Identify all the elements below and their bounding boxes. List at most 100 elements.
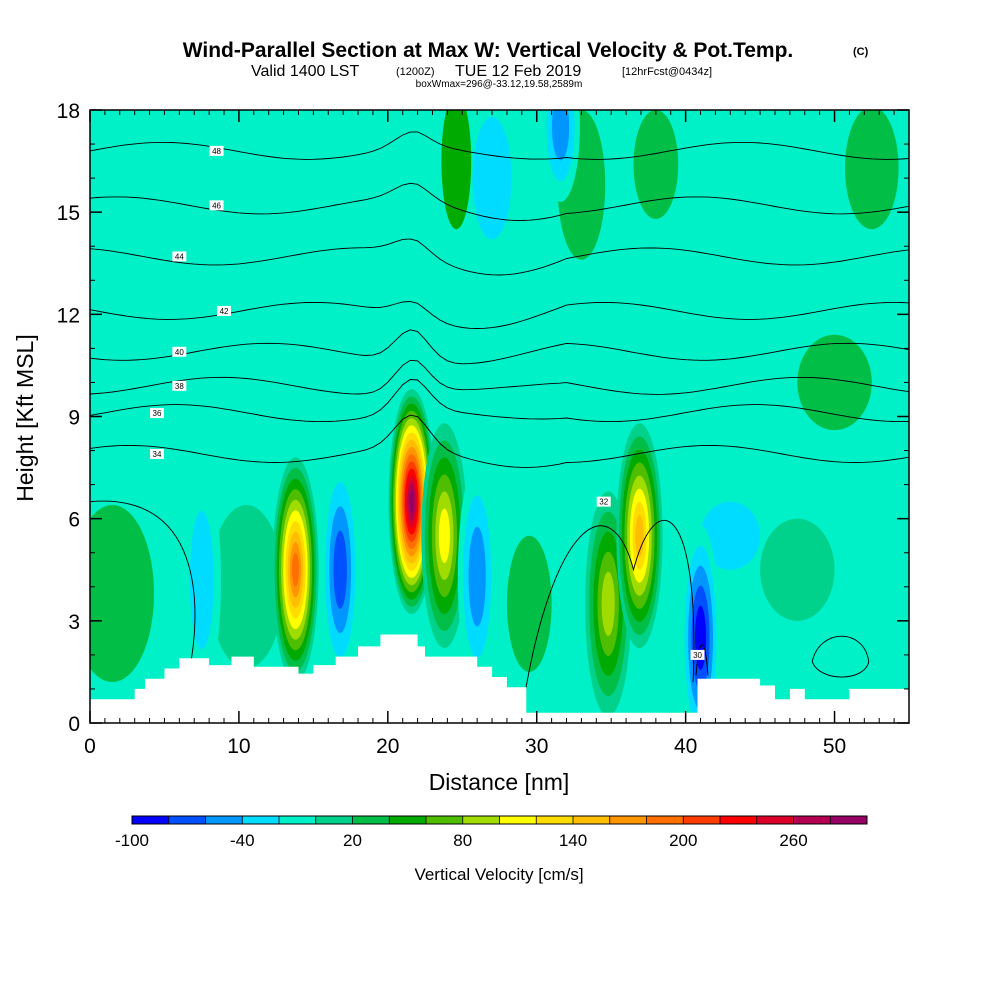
theta-label-48: 48 [212,147,221,156]
box-info: boxWmax=296@-33.12,19.58,2589m [416,79,583,90]
colorbar-swatch--60 [205,816,243,824]
theta-contour-34 [90,414,909,468]
colorbar-swatch--20 [279,816,317,824]
subtitle-forecast: [12hrFcst@0434z] [622,66,712,78]
colorbar-label: Vertical Velocity [cm/s] [414,865,583,884]
field-patch-1 [209,505,284,669]
colorbar-swatch-260 [793,816,831,824]
colorbar-swatch-220 [720,816,758,824]
theta-label-38: 38 [175,382,184,391]
y-tick-label-15: 15 [57,202,80,225]
field-patch-5 [441,110,472,230]
theta-contour-36 [90,379,909,423]
x-tick-label-10: 10 [227,735,250,758]
subtitle-zulu: (1200Z) [396,66,435,78]
colorbar-swatch-160 [609,816,647,824]
theta-label-40: 40 [175,348,184,357]
theta-contours [90,131,909,713]
x-tick-label-50: 50 [823,735,846,758]
y-axis-label: Height [Kft MSL] [12,334,38,501]
theta-label-36: 36 [153,409,162,418]
theta-label-bg-36 [150,408,165,419]
x-tick-label-0: 0 [84,735,96,758]
theta-label-30: 30 [693,651,702,660]
colorbar-tick-80: 80 [453,831,472,850]
theta-contour-46 [90,182,909,221]
field-patch-9 [760,518,835,621]
terrain [90,634,909,723]
feature-5-level-3 [333,530,347,609]
colorbar-swatch-200 [683,816,721,824]
plot-area [90,110,909,723]
x-tick-label-30: 30 [525,735,548,758]
x-axis-label: Distance [nm] [429,769,570,795]
field-patch-2 [506,535,552,672]
colorbar-tick-200: 200 [669,831,697,850]
field-patch-6 [797,334,872,431]
colorbar-swatch-100 [499,816,537,824]
theta-label-bg-34 [150,448,165,459]
colorbar-tick--40: -40 [230,831,255,850]
field-patch-0 [90,505,155,683]
x-tick-label-20: 20 [376,735,399,758]
terrain-fill [90,634,909,723]
theta-label-bg-40 [172,346,187,357]
theta-contour-40 [90,329,909,365]
field-patch-7 [844,110,899,230]
y-tick-label-12: 12 [57,304,80,327]
theta-contour-30 [695,635,870,678]
theta-label-bg-30 [690,649,705,660]
colorbar-swatch--80 [168,816,206,824]
theta-label-44: 44 [175,252,184,261]
subtitle-date: TUE 12 Feb 2019 [455,63,581,80]
y-tick-label-6: 6 [68,509,80,532]
colorbar-tick--100: -100 [115,831,149,850]
y-tick-label-18: 18 [57,100,80,123]
feature-9-level-2 [551,110,570,161]
field-patch-4 [472,116,512,240]
theta-label-46: 46 [212,201,221,210]
colorbar-swatch--40 [242,816,280,824]
theta-label-bg-46 [209,200,224,211]
y-tick-label-9: 9 [68,407,80,430]
x-tick-label-40: 40 [674,735,697,758]
colorbar [131,815,868,825]
feature-3-level-4 [601,571,615,636]
y-tick-label-3: 3 [68,611,80,634]
theta-label-bg-32 [596,496,611,507]
colorbar-swatch-40 [389,816,427,824]
colorbar-tick-140: 140 [559,831,587,850]
theta-label-32: 32 [599,498,608,507]
y-tick-label-0: 0 [68,713,80,736]
feature-1-level-14 [409,490,415,514]
colorbar-frame [131,815,868,825]
colorbar-swatch-0 [315,816,353,824]
theta-contour-labels: 48 46 44 42 40 38 36 34 32 30 [150,145,705,660]
feature-2-level-5 [438,508,450,563]
theta-contour-44 [90,238,909,276]
title-copyright-mark: (C) [853,46,869,58]
colorbar-swatch-80 [462,816,500,824]
colorbar-tick-260: 260 [779,831,807,850]
theta-label-bg-48 [209,145,224,156]
feature-7-level-2 [468,526,486,627]
theta-contour-38 [90,359,909,395]
colorbar-swatch-20 [352,816,390,824]
colorbar-swatch-280 [830,816,868,824]
x-axis: 0 10 20 30 40 50 [84,110,895,758]
theta-label-bg-44 [172,251,187,262]
theta-contour-48 [90,131,909,160]
colorbar-ticks: -100 -40 20 80 140 200 260 [115,831,808,850]
feature-8-level-4 [694,605,707,670]
colorbar-swatch--100 [132,816,170,824]
field-patch-10 [700,501,761,570]
chart-title: Wind-Parallel Section at Max W: Vertical… [183,39,794,62]
theta-label-bg-42 [217,305,232,316]
theta-label-34: 34 [153,450,162,459]
feature-6-level-1 [189,510,214,650]
subtitle: Valid 1400 LST (1200Z) TUE 12 Feb 2019 [… [251,63,712,80]
colorbar-swatch-60 [426,816,464,824]
theta-label-bg-38 [172,380,187,391]
